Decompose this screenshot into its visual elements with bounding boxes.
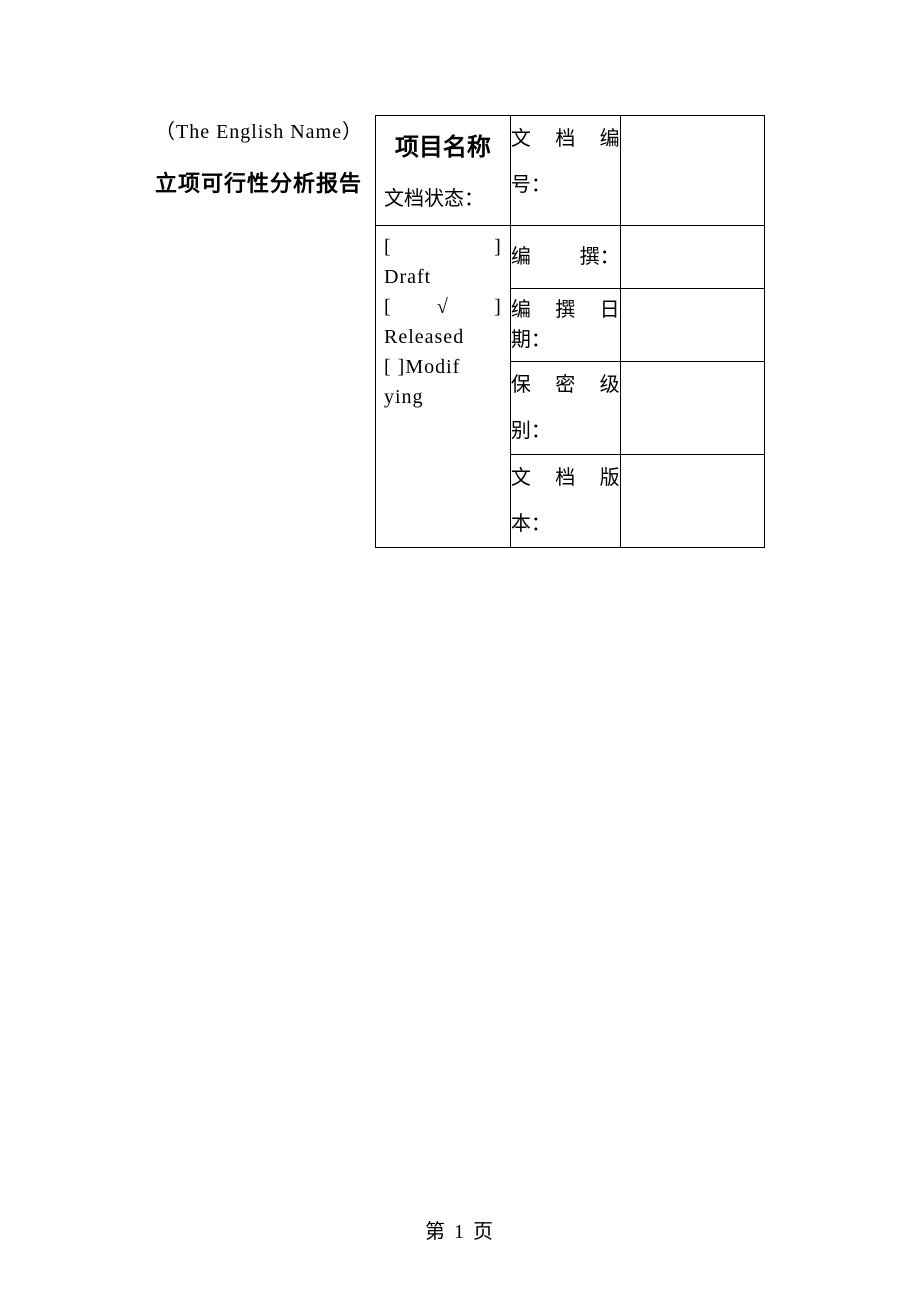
security-value-cell	[620, 361, 764, 454]
author-label: 编撰：	[511, 234, 620, 280]
author-date-label-1: 编撰日	[511, 295, 620, 325]
author-value-cell	[620, 225, 764, 288]
english-name-label: （The English Name）	[155, 115, 375, 144]
author-date-label-cell: 编撰日 期：	[510, 288, 620, 361]
author-label-cell: 编撰：	[510, 225, 620, 288]
security-label-1: 保密级	[511, 362, 620, 408]
author-date-value-cell	[620, 288, 764, 361]
page-number: 第 1 页	[425, 1221, 495, 1243]
doc-status-label: 文档状态：	[376, 174, 510, 225]
author-date-label-2: 期：	[511, 325, 620, 355]
status-modifying-text: ying	[384, 382, 502, 412]
status-released-bracket: [ √ ]	[384, 292, 502, 322]
page-content: （The English Name） 立项可行性分析报告 项目名称 文档状态： …	[0, 0, 920, 115]
status-draft-bracket: [ ]	[384, 232, 502, 262]
report-title: 立项可行性分析报告	[155, 166, 375, 198]
project-status-cell: 项目名称 文档状态：	[376, 116, 511, 226]
doc-number-label-cell: 文档编 号：	[510, 116, 620, 226]
status-released-text: Released	[384, 322, 502, 352]
doc-number-label-2: 号：	[511, 162, 620, 208]
left-header-block: （The English Name） 立项可行性分析报告	[155, 115, 375, 198]
status-modifying-bracket: [ ]Modif	[384, 352, 502, 382]
doc-version-label-cell: 文档版 本：	[510, 454, 620, 547]
security-label-cell: 保密级 别：	[510, 361, 620, 454]
page-footer: 第 1 页	[0, 1215, 920, 1244]
status-draft-text: Draft	[384, 262, 502, 292]
project-name-label: 项目名称	[376, 116, 510, 174]
security-label-2: 别：	[511, 408, 620, 454]
doc-version-label-2: 本：	[511, 501, 620, 547]
doc-version-value-cell	[620, 454, 764, 547]
status-options-cell: [ ] Draft [ √ ] Released [ ]Modif ying	[376, 225, 511, 547]
doc-number-value-cell	[620, 116, 764, 226]
document-info-table: 项目名称 文档状态： 文档编 号： [ ] Draft	[375, 115, 765, 548]
doc-version-label-1: 文档版	[511, 455, 620, 501]
doc-number-label: 文档编	[511, 116, 620, 162]
